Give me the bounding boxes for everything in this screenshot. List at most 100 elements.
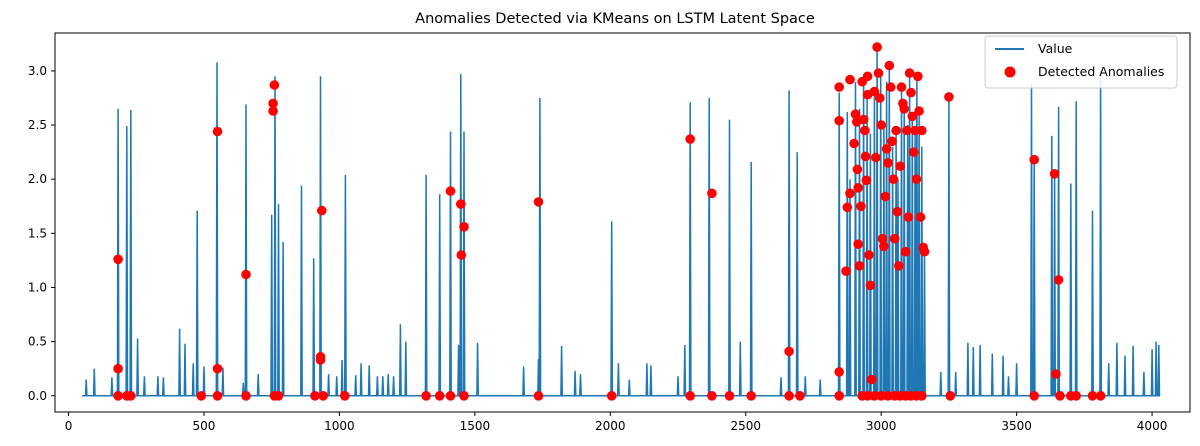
anomaly-point [113,391,123,401]
anomaly-point [1095,391,1106,401]
anomaly-point [273,391,284,401]
legend: Value Detected Anomalies [984,35,1178,89]
anomaly-point [911,174,922,184]
anomaly-point [858,114,869,125]
anomaly-point [310,391,320,401]
anomaly-point [871,152,881,163]
anomaly-point [113,363,123,374]
y-tick-label: 3.0 [28,64,47,78]
legend-label-anomalies: Detected Anomalies [1038,64,1164,79]
anomaly-point [1053,275,1064,285]
anomaly-point [876,120,886,130]
anomaly-point [724,391,735,401]
anomaly-point [883,158,893,168]
anomaly-point [845,188,855,199]
anomaly-point [910,125,920,136]
anomaly-point [834,82,844,92]
anomaly-point [685,134,695,144]
anomaly-point [1029,154,1039,165]
anomaly-point [869,391,880,401]
anomaly-point [888,174,899,184]
legend-anomaly-swatch [1004,66,1016,78]
anomaly-point [876,391,886,401]
anomaly-point [862,71,873,82]
anomaly-point [834,391,844,401]
x-tick-label: 3000 [866,419,897,433]
x-tick-label: 0 [65,419,73,433]
anomaly-point [889,233,900,244]
anomaly-point [915,212,926,222]
y-tick-label: 2.5 [28,118,47,132]
anomaly-point [795,391,805,401]
anomaly-point [459,222,469,232]
anomaly-point [908,147,919,157]
anomaly-point [126,391,136,401]
anomaly-point [269,80,280,90]
anomaly-point [1051,369,1061,379]
anomaly-point [707,391,717,401]
anomaly-point [884,60,895,71]
y-tick-label: 1.5 [28,226,47,240]
anomaly-points [113,42,1106,401]
anomaly-point [914,106,924,116]
anomaly-point [892,206,903,217]
anomaly-point [862,391,873,401]
anomaly-point [707,188,717,199]
anomaly-point [1087,391,1098,401]
anomaly-point [315,355,326,365]
anomaly-point [904,68,915,78]
anomaly-point [852,164,863,175]
anomaly-point [434,391,445,401]
anomaly-point [241,391,251,401]
anomaly-point [856,201,866,212]
anomaly-point [746,391,756,401]
anomaly-point [533,391,544,401]
anomaly-point [241,269,251,280]
anomaly-point [421,391,431,401]
x-tick-label: 500 [193,419,216,433]
anomaly-point [318,391,329,401]
y-tick-label: 1.0 [28,280,47,294]
anomaly-point [894,261,904,271]
anomaly-point [875,93,885,103]
anomaly-point [879,241,889,252]
anomaly-point [883,391,893,401]
anomaly-point [869,86,880,97]
anomaly-point [533,197,544,207]
anomaly-point [873,68,884,78]
x-tick-label: 3500 [1001,419,1032,433]
anomaly-point [459,391,469,401]
anomaly-point [784,391,794,401]
anomaly-point [853,183,863,193]
anomaly-point [1029,391,1039,401]
anomaly-point [456,250,467,260]
anomaly-point [906,87,916,98]
legend-label-value: Value [1038,41,1073,56]
anomaly-point [445,186,456,196]
anomaly-point [841,266,851,277]
anomaly-point [902,125,912,136]
anomaly-point [850,109,861,119]
anomaly-point [113,254,123,265]
anomaly-point [861,175,872,186]
anomaly-point [854,261,865,271]
anomaly-point [340,391,350,401]
anomaly-point [896,82,907,92]
anomaly-point [317,205,327,216]
anomaly-point [864,250,874,260]
anomaly-point [917,125,927,136]
x-tick-label: 1500 [460,419,491,433]
anomaly-point [881,144,892,154]
anomaly-point [944,92,954,102]
anomaly-point [899,104,909,114]
anomaly-point [872,42,882,52]
anomaly-point [784,346,794,357]
anomaly-point [268,106,278,116]
x-tick-label: 2000 [595,419,626,433]
x-axis: 0 500 1000 1500 2000 2500 3000 3500 4000 [65,412,1167,433]
y-tick-label: 2.0 [28,172,47,186]
anomaly-point [919,246,930,257]
anomaly-point [860,151,871,162]
anomaly-point [445,391,456,401]
anomaly-point [212,391,223,401]
